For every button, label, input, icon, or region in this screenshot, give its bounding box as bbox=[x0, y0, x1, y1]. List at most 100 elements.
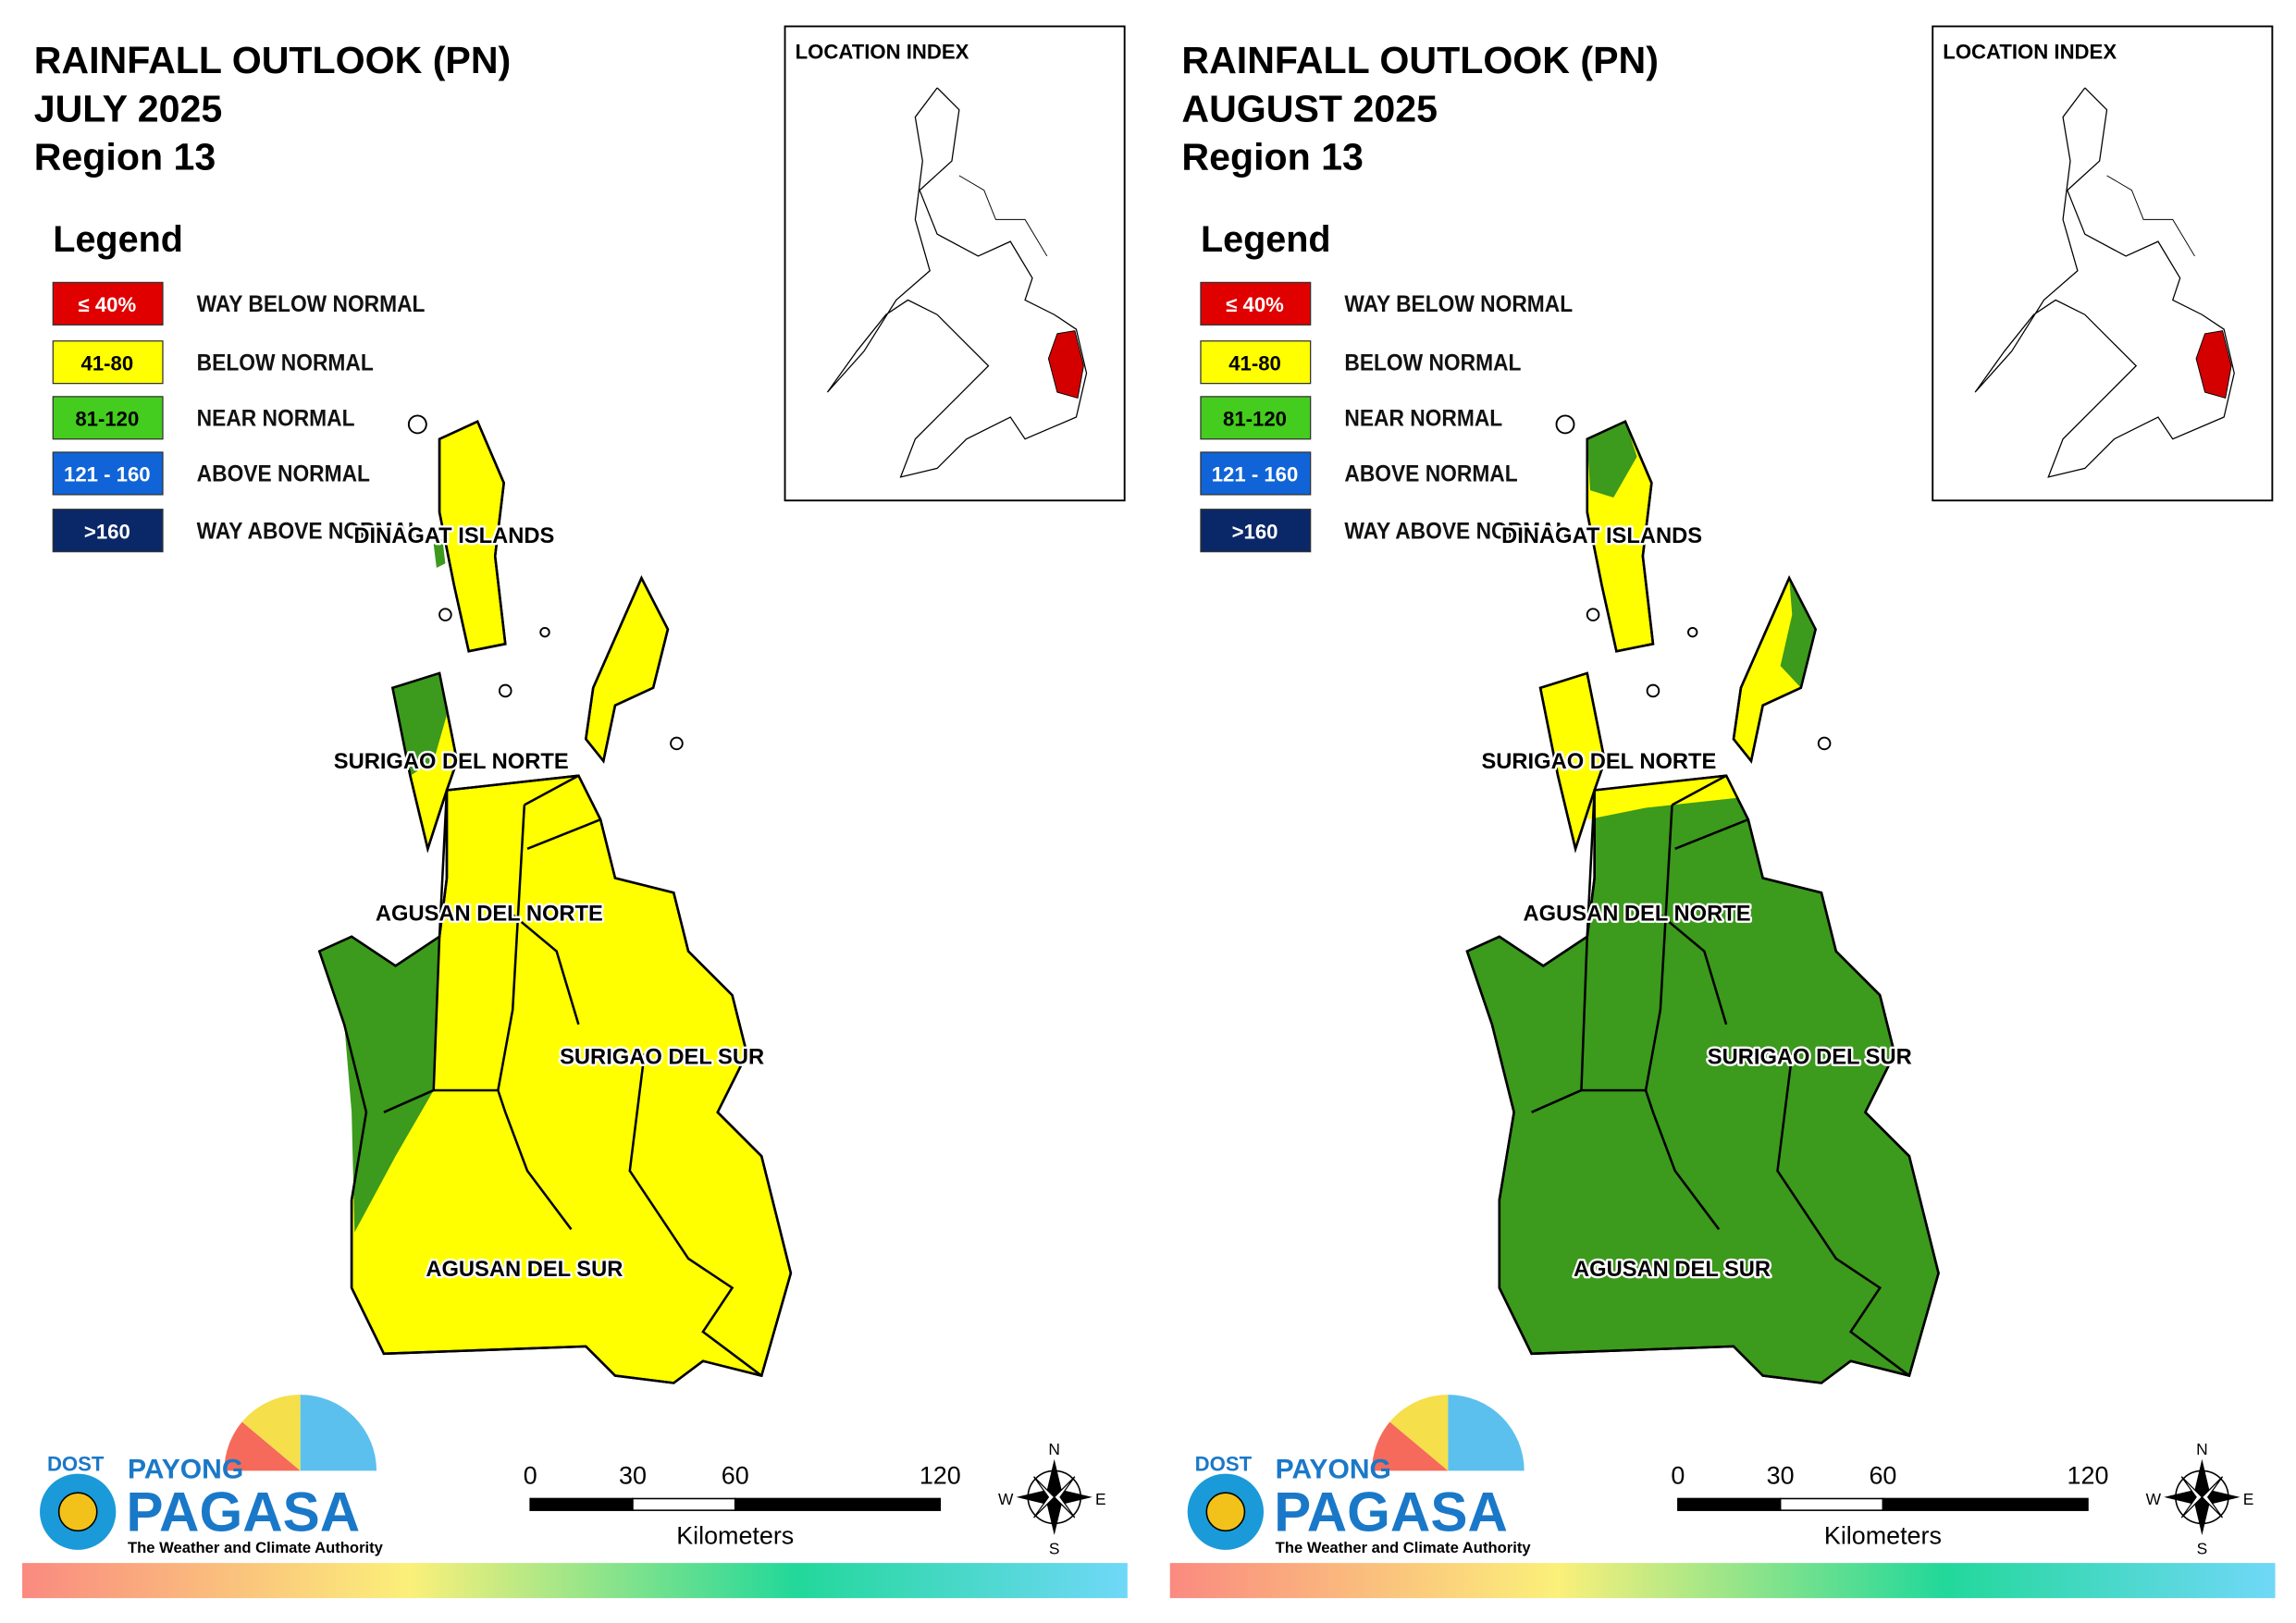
logo-umbrella bbox=[241, 1395, 301, 1471]
category-zone bbox=[392, 672, 449, 776]
legend-label: WAY ABOVE NORMAL bbox=[197, 518, 421, 544]
legend-label: ABOVE NORMAL bbox=[197, 461, 370, 487]
province-boundary bbox=[1580, 790, 1673, 1092]
islet bbox=[1817, 736, 1832, 751]
region-map bbox=[317, 414, 793, 1384]
category-zone bbox=[1586, 421, 1637, 498]
compass-star-minor bbox=[1033, 1476, 1076, 1518]
compass-letter: S bbox=[1049, 1540, 1060, 1558]
scale-tick-label: 120 bbox=[2068, 1462, 2109, 1490]
legend-range: 121 - 160 bbox=[1212, 463, 1299, 486]
province-label halo: DINAGAT ISLANDS bbox=[1501, 524, 1702, 548]
coastline bbox=[1732, 575, 1817, 764]
islet bbox=[539, 626, 550, 638]
scale-segment bbox=[529, 1497, 634, 1511]
scale-tick-label: 0 bbox=[524, 1462, 537, 1490]
islet bbox=[1586, 608, 1600, 621]
legend-label: NEAR NORMAL bbox=[197, 405, 355, 431]
province-boundary bbox=[1644, 1089, 1721, 1231]
title-line: AUGUST 2025 bbox=[1181, 87, 1438, 129]
scale-tick-label: 120 bbox=[920, 1462, 961, 1490]
islet bbox=[438, 608, 452, 621]
province-label halo: AGUSAN DEL NORTE bbox=[376, 902, 603, 926]
coastline bbox=[317, 774, 793, 1384]
country-outline bbox=[2106, 175, 2195, 257]
coastline bbox=[584, 575, 670, 764]
logo-agency: DOST bbox=[1195, 1452, 1253, 1475]
province-boundary bbox=[526, 818, 601, 851]
legend-label: WAY BELOW NORMAL bbox=[197, 291, 426, 317]
compass-letter: E bbox=[1095, 1490, 1106, 1508]
legend-swatch bbox=[1200, 509, 1312, 553]
scale-unit: Kilometers bbox=[1824, 1522, 1942, 1550]
region-map bbox=[1465, 414, 1940, 1384]
legend-swatch bbox=[52, 509, 164, 553]
legend-swatch bbox=[1200, 396, 1312, 440]
logo-seal-core bbox=[57, 1492, 98, 1532]
region-highlight bbox=[1047, 330, 1084, 400]
logo-umbrella bbox=[300, 1395, 377, 1471]
legend-title: Legend bbox=[1201, 219, 1331, 260]
legend-swatch bbox=[1200, 281, 1312, 326]
compass: N E S W bbox=[998, 1440, 1106, 1558]
islet bbox=[1686, 626, 1698, 638]
legend-label: ABOVE NORMAL bbox=[1344, 461, 1517, 487]
title-line: JULY 2025 bbox=[34, 87, 223, 129]
compass-letter: W bbox=[2146, 1490, 2162, 1508]
scale-segment bbox=[734, 1497, 942, 1511]
islet bbox=[670, 736, 684, 751]
logo-tagline: The Weather and Climate Authority bbox=[1276, 1539, 1532, 1556]
province-boundary bbox=[1531, 1088, 1582, 1113]
legend-range: ≤ 40% bbox=[79, 293, 137, 316]
province-label halo: SURIGAO DEL SUR bbox=[560, 1045, 764, 1069]
province-boundary bbox=[432, 790, 526, 1092]
province-label halo: SURIGAO DEL NORTE bbox=[1481, 750, 1716, 774]
legend-label: WAY BELOW NORMAL bbox=[1344, 291, 1573, 317]
logo-seal-core bbox=[1205, 1492, 1246, 1532]
legend-swatch bbox=[52, 451, 164, 496]
compass-letter: E bbox=[2243, 1490, 2254, 1508]
legend-swatch bbox=[52, 396, 164, 440]
logo-agency: DOST bbox=[47, 1452, 105, 1475]
province-label halo: SURIGAO DEL SUR bbox=[1708, 1045, 1912, 1069]
legend-range: 41-80 bbox=[81, 351, 134, 375]
coastline bbox=[438, 420, 507, 653]
logo-brand: PAGASA bbox=[1274, 1481, 1508, 1543]
title-line: Region 13 bbox=[1181, 136, 1364, 178]
compass-letter: N bbox=[2196, 1440, 2208, 1458]
compass-letter: W bbox=[998, 1490, 1014, 1508]
province-area bbox=[1465, 774, 1940, 1384]
province-label halo: AGUSAN DEL SUR bbox=[426, 1258, 623, 1282]
scale-tick-label: 30 bbox=[619, 1462, 647, 1490]
province-label halo: AGUSAN DEL NORTE bbox=[1524, 902, 1751, 926]
legend-label: BELOW NORMAL bbox=[1344, 350, 1521, 375]
title-line: RAINFALL OUTLOOK (PN) bbox=[34, 39, 512, 81]
legend-swatch bbox=[1200, 451, 1312, 496]
logo-brand-top: PAYONG bbox=[128, 1454, 243, 1484]
logo-umbrella bbox=[224, 1421, 301, 1471]
compass-star-minor bbox=[2180, 1476, 2224, 1518]
location-index-frame bbox=[784, 25, 1126, 502]
legend-label: NEAR NORMAL bbox=[1344, 405, 1502, 431]
legend-title: Legend bbox=[53, 219, 183, 260]
legend-swatch bbox=[52, 340, 164, 385]
scale-tick-label: 60 bbox=[1869, 1462, 1896, 1490]
category-zone bbox=[319, 936, 440, 1233]
compass: N E S W bbox=[2146, 1440, 2254, 1558]
logo-umbrella bbox=[1372, 1421, 1449, 1471]
logo-umbrella bbox=[1389, 1395, 1449, 1471]
scale-unit: Kilometers bbox=[676, 1522, 794, 1550]
location-index-frame bbox=[1932, 25, 2274, 502]
legend-range: >160 bbox=[1232, 520, 1278, 543]
legend-range: ≤ 40% bbox=[1226, 293, 1284, 316]
province-boundary bbox=[1776, 1053, 1910, 1377]
category-zone bbox=[1586, 775, 1740, 820]
legend-range: >160 bbox=[84, 520, 130, 543]
country-outline bbox=[1974, 87, 2235, 478]
logo-brand: PAGASA bbox=[126, 1481, 360, 1543]
coastline bbox=[1586, 420, 1655, 653]
scale-tick-label: 30 bbox=[1767, 1462, 1795, 1490]
title-line: RAINFALL OUTLOOK (PN) bbox=[1181, 39, 1659, 81]
